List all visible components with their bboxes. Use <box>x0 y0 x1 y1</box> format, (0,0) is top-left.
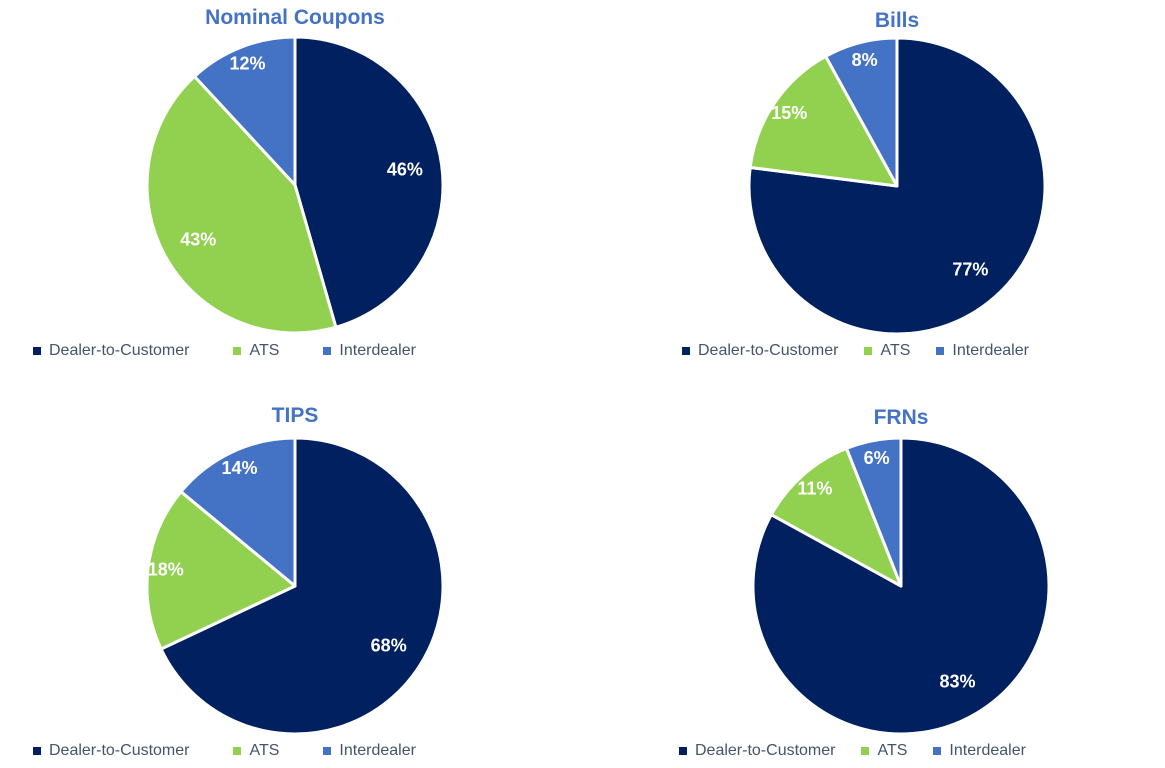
legend-bills: Dealer-to-Customer ATS Interdealer <box>582 342 1164 360</box>
legend-item-ats: ATS <box>233 742 279 760</box>
pie-slice-interdealer <box>845 436 903 588</box>
pie-title-nominal-coupons: Nominal Coupons <box>205 6 385 29</box>
legend-swatch-interdealer-icon <box>323 347 332 355</box>
legend-label-ats: ATS <box>249 742 280 759</box>
legend-nominal-coupons: Dealer-to-Customer ATS Interdealer <box>0 342 582 360</box>
pie-slice-dealer-to-customer <box>159 436 445 736</box>
legend-label-ats: ATS <box>877 742 908 759</box>
legend-swatch-ats-icon <box>864 347 873 355</box>
legend-item-interdealer: Interdealer <box>323 342 416 360</box>
pie-value-label: 77% <box>952 259 988 279</box>
pie-slice-interdealer <box>193 35 297 187</box>
legend-item-dealer-to-customer: Dealer-to-Customer <box>682 342 838 360</box>
pie-value-label: 83% <box>939 672 975 692</box>
legend-item-interdealer: Interdealer <box>936 342 1029 360</box>
legend-item-dealer-to-customer: Dealer-to-Customer <box>33 742 189 760</box>
pie-slice-ats <box>748 54 899 188</box>
legend-label-interdealer: Interdealer <box>339 742 416 759</box>
pie-slice-ats <box>145 490 297 651</box>
pie-slice-ats <box>769 446 903 588</box>
legend-item-interdealer: Interdealer <box>933 742 1026 760</box>
pie-chart-frns: 83% 11% 6% <box>751 436 1051 736</box>
chart-cell-frns: FRNs 83% 11% 6% Dealer-to-Customer ATS Int… <box>582 384 1164 768</box>
pie-value-label: 12% <box>229 54 265 74</box>
legend-swatch-interdealer-icon <box>323 747 332 755</box>
legend-label-ats: ATS <box>249 342 280 359</box>
legend-item-ats: ATS <box>861 742 907 760</box>
legend-swatch-interdealer-icon <box>933 747 942 755</box>
legend-label-ats: ATS <box>880 342 911 359</box>
legend-item-ats: ATS <box>233 342 279 360</box>
pie-value-label: 43% <box>180 230 216 250</box>
pie-value-label: 11% <box>797 478 832 498</box>
legend-item-ats: ATS <box>864 342 910 360</box>
pie-value-label: 8% <box>852 50 878 70</box>
pie-title-frns: FRNs <box>873 406 929 429</box>
legend-label-interdealer: Interdealer <box>952 342 1029 359</box>
chart-cell-nominal-coupons: Nominal Coupons 46% 43% 12% Dealer-to-Cust… <box>0 0 582 384</box>
legend-swatch-dealer-to-customer-icon <box>33 747 41 755</box>
legend-label-dealer-to-customer: Dealer-to-Customer <box>49 742 190 759</box>
legend-swatch-dealer-to-customer-icon <box>33 347 41 355</box>
chart-cell-tips: TIPS 68% 18% 14% Dealer-to-Customer ATS In… <box>0 384 582 768</box>
pie-value-label: 6% <box>864 448 890 468</box>
legend-item-dealer-to-customer: Dealer-to-Customer <box>33 342 189 360</box>
legend-swatch-ats-icon <box>233 347 242 355</box>
legend-swatch-interdealer-icon <box>936 347 945 355</box>
pie-title-bills: Bills <box>874 9 920 32</box>
pie-slice-interdealer <box>179 436 297 588</box>
pie-value-label: 15% <box>771 103 807 123</box>
legend-item-interdealer: Interdealer <box>323 742 416 760</box>
legend-item-dealer-to-customer: Dealer-to-Customer <box>679 742 835 760</box>
pie-slice-dealer-to-customer <box>293 35 445 329</box>
legend-swatch-ats-icon <box>861 747 870 755</box>
legend-label-dealer-to-customer: Dealer-to-Customer <box>49 342 190 359</box>
legend-frns: Dealer-to-Customer ATS Interdealer <box>582 742 1164 760</box>
pie-value-label: 46% <box>387 160 423 180</box>
legend-swatch-ats-icon <box>233 747 242 755</box>
pie-value-label: 68% <box>371 636 407 656</box>
legend-swatch-dealer-to-customer-icon <box>682 347 690 355</box>
legend-label-dealer-to-customer: Dealer-to-Customer <box>695 742 836 759</box>
pie-chart-tips: 68% 18% 14% <box>145 436 445 736</box>
legend-tips: Dealer-to-Customer ATS Interdealer <box>0 742 582 760</box>
pie-value-label: 14% <box>221 458 257 478</box>
legend-label-interdealer: Interdealer <box>339 342 416 359</box>
legend-swatch-dealer-to-customer-icon <box>679 747 687 755</box>
chart-cell-bills: Bills 77% 15% 8% Dealer-to-Customer ATS In… <box>582 0 1164 384</box>
pie-chart-nominal-coupons: 46% 43% 12% <box>145 35 445 335</box>
pie-chart-bills: 77% 15% 8% <box>747 36 1047 336</box>
legend-label-interdealer: Interdealer <box>949 742 1026 759</box>
pie-slice-interdealer <box>824 36 899 188</box>
pie-title-tips: TIPS <box>271 404 319 427</box>
legend-label-dealer-to-customer: Dealer-to-Customer <box>698 342 839 359</box>
pie-slice-ats <box>145 74 338 335</box>
pie-value-label: 18% <box>148 560 184 580</box>
